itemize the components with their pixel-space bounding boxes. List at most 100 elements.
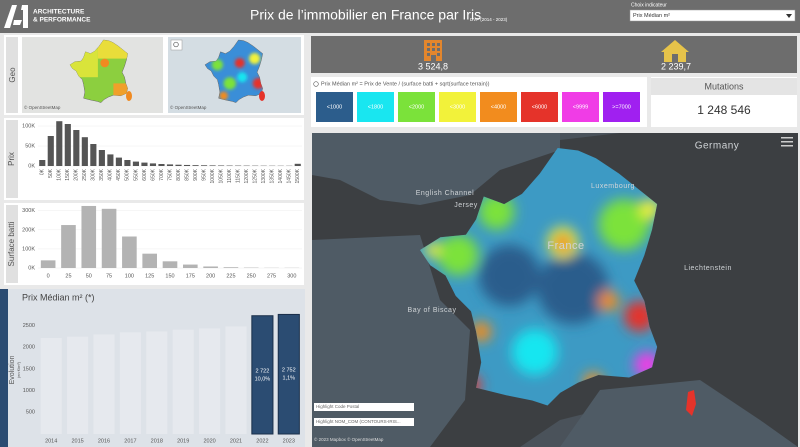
bar [199,328,221,434]
x-tick-label: 550K [133,168,139,180]
selector-arrow[interactable] [786,14,792,18]
bar [122,236,137,268]
map-label: Bay of Biscay [408,307,457,314]
side-strip [6,37,18,113]
x-tick-label: 250 [247,273,256,279]
side-label: Surface batti [7,221,16,266]
bar [124,160,131,166]
x-tick-label: 850K [184,168,190,180]
value-label: 2 722 [256,368,270,374]
bar [251,315,274,435]
x-tick-label: 1000K [210,168,216,183]
bar [81,205,97,268]
bar [294,163,301,166]
bar [223,267,239,268]
mutations-header [651,78,797,95]
title: Prix de l’immobilier en France par Iris [250,7,481,23]
y-tick-label: 2500 [23,323,35,329]
x-tick-label: 25 [65,273,71,279]
legend-swatch [562,92,599,122]
x-tick-label: 1350K [270,168,276,183]
y-tick-label: 2000 [23,345,35,351]
geo-map-left [22,37,163,113]
change-label: 10,0% [255,376,271,382]
bar [39,160,46,166]
side-sublabel: (en €/m²) [16,361,21,378]
bar [64,124,71,166]
x-tick-label: 700K [159,168,165,180]
x-tick-label: 1050K [218,168,224,183]
prix-panel [4,118,304,200]
x-tick-label: 2019 [177,438,189,444]
x-tick-label: 175 [186,273,195,279]
bar [98,150,105,166]
x-tick-label: 450K [116,168,122,180]
bar [132,161,140,166]
bar [101,208,117,268]
kpi-icon [661,40,689,62]
x-tick-label: 1300K [261,168,267,183]
y-tick-label: 1000 [23,388,35,394]
x-tick-label: 1450K [287,168,293,183]
kpi-icon [424,40,442,61]
x-tick-label: 300 [287,273,296,279]
x-tick-label: 2017 [124,438,136,444]
x-tick-label: 2022 [256,438,268,444]
x-tick-label: 350K [99,168,105,180]
legend-swatch [357,92,394,122]
selector-label: Choix indicateur [631,2,667,8]
y-tick-label: 0K [28,265,35,271]
bar [203,266,218,268]
x-tick-label: 900K [193,168,199,180]
attribution: © OpenStreetMap [24,104,61,110]
selector[interactable] [629,9,796,22]
map-label: English Channel [416,190,474,197]
y-tick-label: 100K [22,123,35,129]
selector-value[interactable]: Prix Médian m² [633,13,670,19]
search-input[interactable] [314,403,414,411]
search-placeholder[interactable]: Highlight NOM_COM (CONTOURS-IRIS... [316,419,401,424]
x-tick-label: 2015 [71,438,83,444]
x-tick-label: 650K [150,168,156,180]
side-label: Prix [7,152,16,166]
bar [47,136,54,166]
chart-title: Prix Médian m² (*) [22,292,95,302]
x-tick-label: 1200K [244,168,250,183]
legend-swatch [316,92,353,122]
bar [162,261,178,268]
bar [142,253,158,268]
bar [158,164,165,166]
y-tick-label: 0K [28,163,35,169]
legend-label: <1000 [327,104,342,110]
bar [81,137,88,166]
map [312,133,798,447]
evolution-strip [0,289,8,447]
x-tick-label: 75 [106,273,112,279]
x-tick-label: 1150K [235,168,241,183]
bar [119,332,141,434]
y-tick-label: 100K [22,246,35,252]
search-placeholder[interactable]: Highlight Code Postal [316,404,359,409]
map-label: Jersey [454,202,478,209]
search-input[interactable] [314,418,414,426]
mutations-label: Mutations [704,81,744,91]
x-tick-label: 750K [167,168,173,180]
x-tick-label: 0 [47,273,50,279]
bar [277,313,300,435]
legend-label: <1800 [368,104,383,110]
x-tick-label: 800K [176,168,182,180]
x-tick-label: 2014 [45,438,57,444]
legend-label: <2000 [409,104,424,110]
x-tick-label: 600K [142,168,148,180]
side-strip [6,205,18,283]
legend-label: <3000 [450,104,465,110]
bar [225,326,247,434]
value-label: 2 752 [282,368,296,374]
x-tick-label: 200K [74,168,80,180]
bar [183,164,191,166]
info-icon[interactable] [313,81,319,87]
legend-swatch [439,92,476,122]
bar [166,164,174,166]
